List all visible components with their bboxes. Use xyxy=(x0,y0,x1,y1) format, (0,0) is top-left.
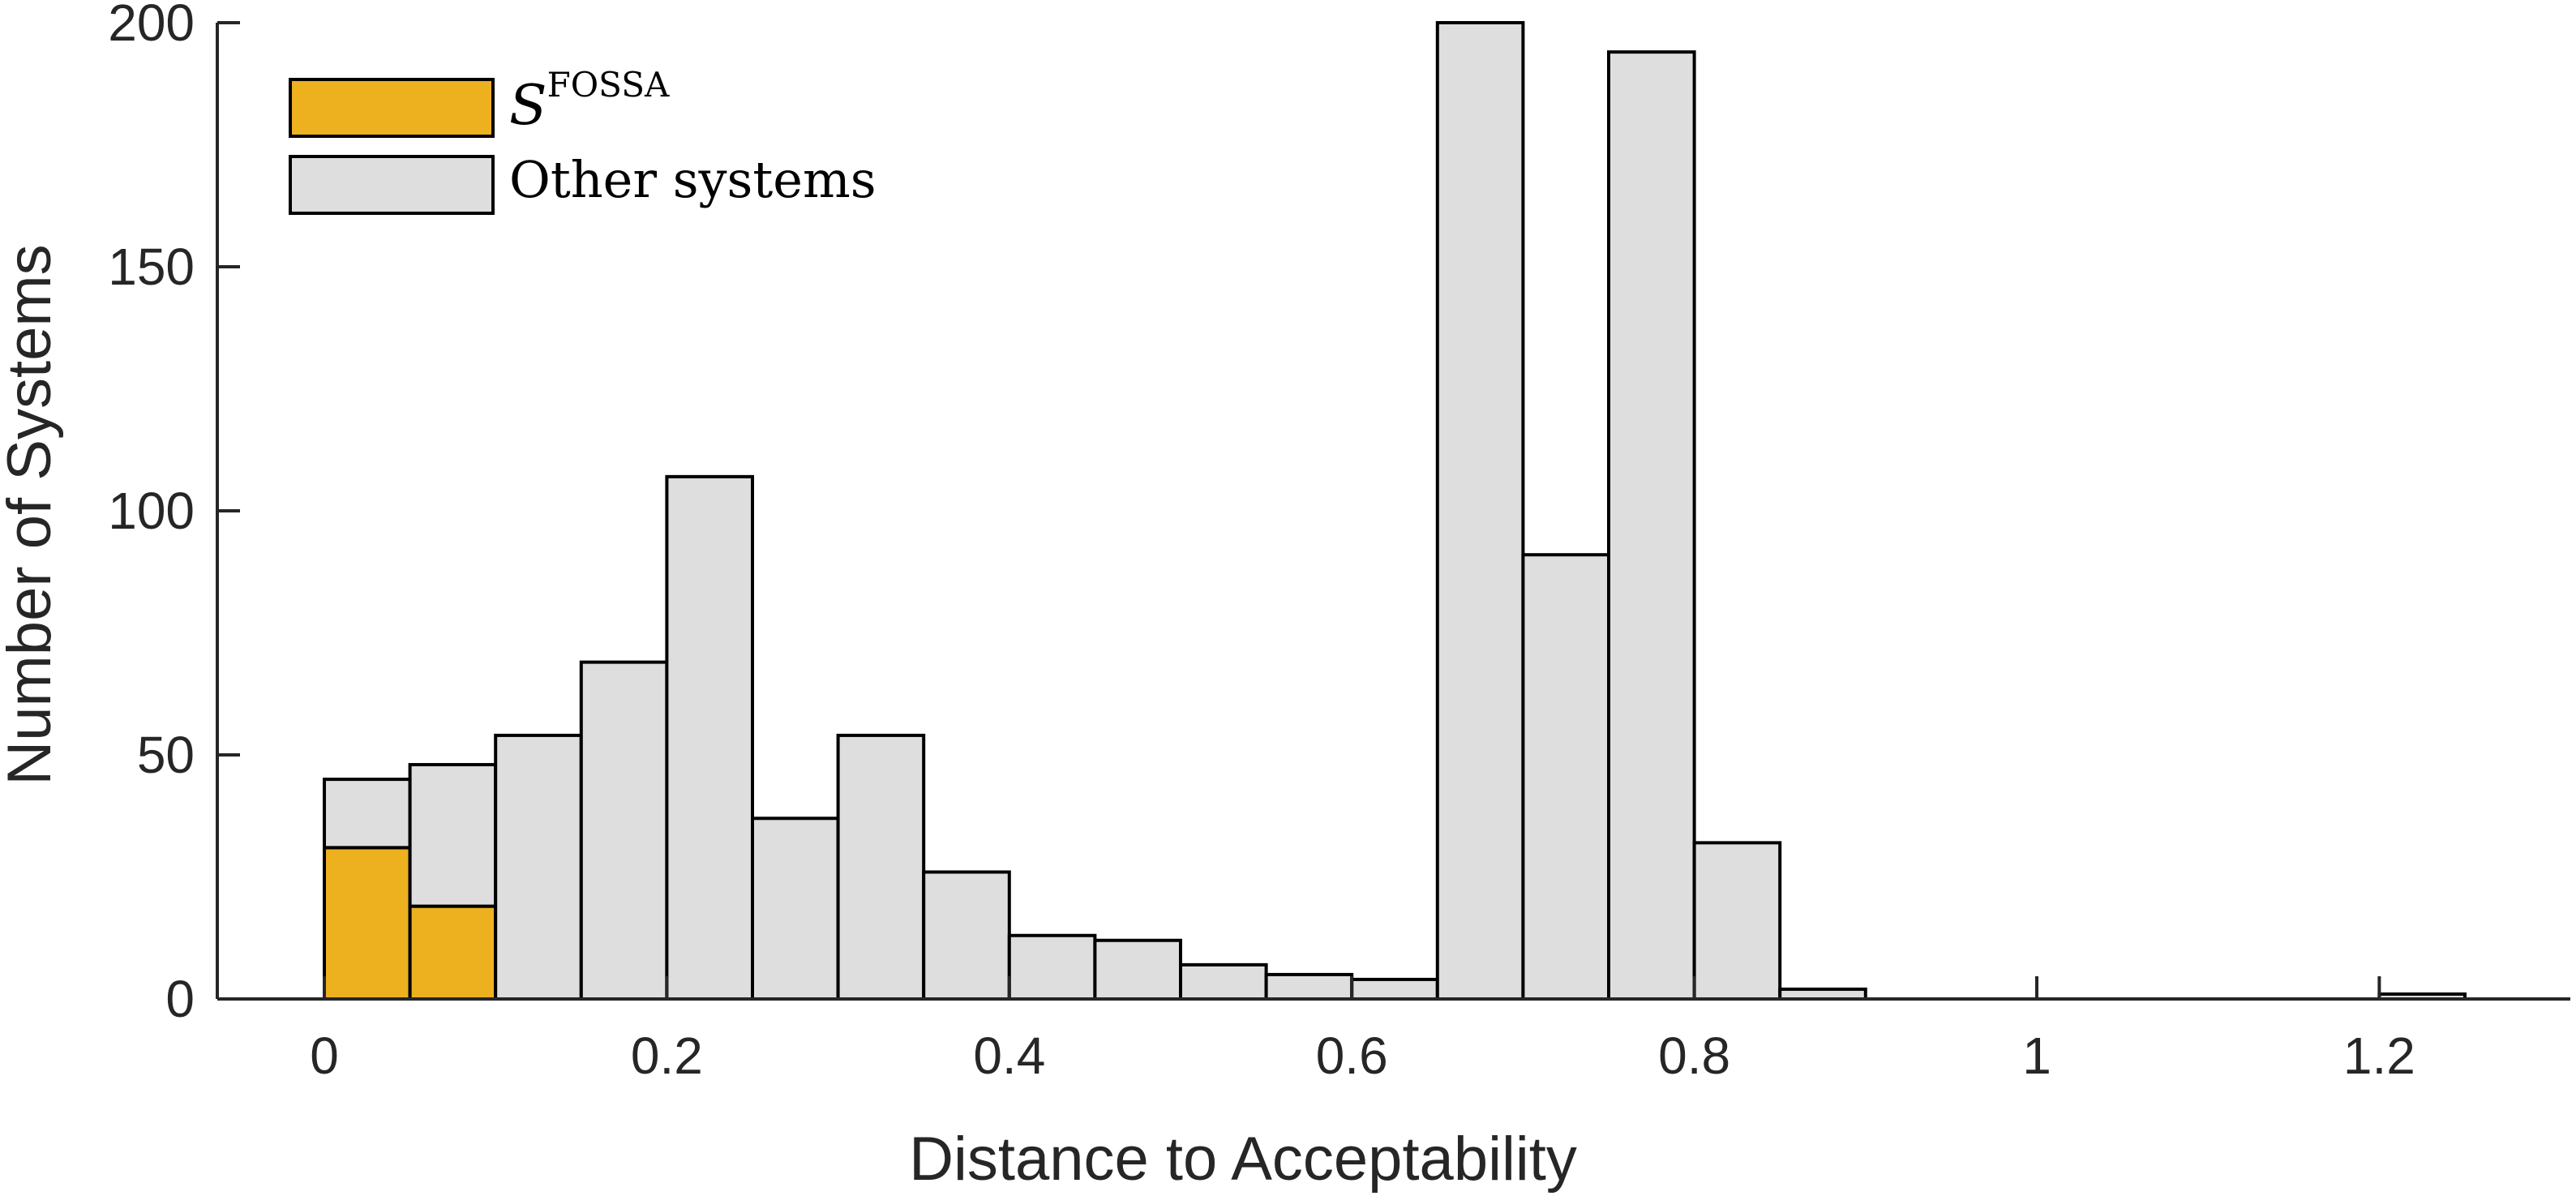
x-tick-label-6: 1.2 xyxy=(2343,1027,2415,1085)
bar-other-7 xyxy=(922,870,1011,1001)
bar-other-2 xyxy=(494,733,583,1001)
bars-group xyxy=(323,21,2467,1001)
y-tick-label-2: 100 xyxy=(108,482,195,540)
y-tick-label-4: 200 xyxy=(108,0,195,52)
x-tick-label-0: 0 xyxy=(310,1027,339,1085)
legend-label-fossa-superscript: FOSSA xyxy=(547,65,670,105)
legend-label-fossa-symbol: S xyxy=(509,74,547,138)
x-tick-label-1: 0.2 xyxy=(631,1027,703,1085)
bar-other-15 xyxy=(1607,50,1696,1001)
bar-other-10 xyxy=(1179,962,1268,1001)
bar-other-1 xyxy=(408,763,498,908)
bar-other-5 xyxy=(751,817,840,1001)
y-tick-label-3: 150 xyxy=(108,238,195,296)
legend-label-fossa: SFOSSA xyxy=(509,65,670,138)
bar-other-16 xyxy=(1692,841,1782,1001)
legend: SFOSSA Other systems xyxy=(289,65,877,215)
axes-group: 0 0.2 0.4 0.6 0.8 1 1.2 0 50 100 150 200 xyxy=(108,0,2570,1085)
bar-other-4 xyxy=(665,474,755,1001)
bar-other-9 xyxy=(1093,938,1183,1001)
y-tick-label-0: 0 xyxy=(165,970,195,1028)
x-tick-label-2: 0.4 xyxy=(973,1027,1045,1085)
x-tick-label-5: 1 xyxy=(2022,1027,2051,1085)
bar-other-3 xyxy=(579,660,669,1001)
bar-fossa-1 xyxy=(408,904,498,1001)
bar-other-0 xyxy=(323,778,412,850)
bar-other-11 xyxy=(1264,972,1354,1001)
bar-fossa-0 xyxy=(323,846,412,1001)
bar-other-6 xyxy=(836,733,926,1001)
legend-label-other: Other systems xyxy=(509,150,877,209)
bar-other-12 xyxy=(1350,977,1439,1001)
y-tick-label-1: 50 xyxy=(137,726,195,784)
x-tick-label-3: 0.6 xyxy=(1316,1027,1388,1085)
x-tick-label-4: 0.8 xyxy=(1658,1027,1730,1085)
bar-other-8 xyxy=(1007,933,1097,1001)
y-axis-label: Number of Systems xyxy=(0,244,64,785)
x-axis-label: Distance to Acceptability xyxy=(909,1125,1577,1194)
legend-swatch-other xyxy=(289,155,495,215)
bar-other-14 xyxy=(1521,553,1611,1001)
bar-other-13 xyxy=(1435,21,1525,1001)
legend-swatch-fossa xyxy=(289,78,495,138)
